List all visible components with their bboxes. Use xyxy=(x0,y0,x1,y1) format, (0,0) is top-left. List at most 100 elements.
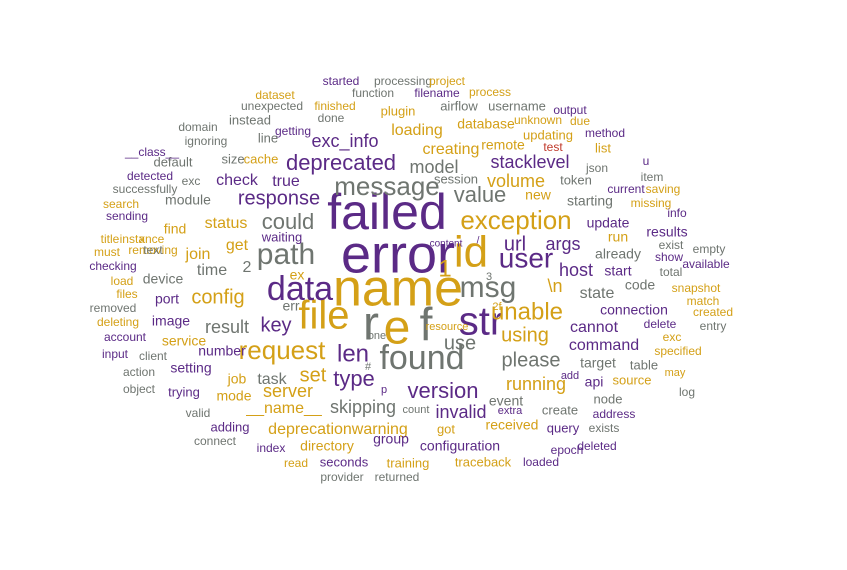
word-cloud-word: check xyxy=(216,172,259,189)
word-cloud-word: database xyxy=(457,116,515,132)
word-cloud-word: processing xyxy=(374,74,432,88)
word-cloud-word: cannot xyxy=(570,319,619,336)
word-cloud-word: loaded xyxy=(523,455,559,469)
word-cloud-word: exception xyxy=(460,205,571,235)
word-cloud-word: unexpected xyxy=(241,99,303,113)
word-cloud-word: request xyxy=(239,335,326,365)
word-cloud-word: path xyxy=(257,238,315,271)
word-cloud-word: unable xyxy=(491,298,563,325)
word-cloud-word: result xyxy=(205,317,249,337)
word-cloud-word: exc xyxy=(182,174,201,188)
word-cloud-word: remote xyxy=(481,137,525,153)
word-cloud-word: found xyxy=(379,339,464,377)
word-cloud-word: sending xyxy=(106,209,148,223)
word-cloud-word: table xyxy=(630,357,658,372)
word-cloud-word: started xyxy=(323,74,360,88)
word-cloud-word: number xyxy=(198,343,246,359)
word-cloud-word: airflow xyxy=(440,98,478,113)
word-cloud-word: name xyxy=(333,260,463,318)
word-cloud-word: account xyxy=(104,330,147,344)
word-cloud-word: info xyxy=(667,206,687,220)
word-cloud-word: dataset xyxy=(255,88,295,102)
word-cloud-word: group xyxy=(373,431,409,447)
word-cloud-word: get xyxy=(226,237,249,254)
word-cloud-word: seconds xyxy=(320,454,369,469)
word-cloud-word: update xyxy=(587,215,630,231)
word-cloud-word: extra xyxy=(498,405,523,417)
word-cloud-word: resource xyxy=(426,321,469,333)
word-cloud-word: len xyxy=(337,340,369,367)
word-cloud-word: training xyxy=(387,455,430,470)
word-cloud-word: config xyxy=(191,286,244,308)
word-cloud-word: setting xyxy=(170,360,211,376)
word-cloud-word: log xyxy=(679,385,695,399)
word-cloud-word: file xyxy=(298,294,349,338)
word-cloud-word: 2f xyxy=(492,301,502,313)
word-cloud-word: add xyxy=(561,370,579,382)
word-cloud-word: response xyxy=(238,187,320,209)
word-cloud-word: method xyxy=(585,126,625,140)
word-cloud-word: key xyxy=(260,314,291,336)
word-cloud-word: __name__ xyxy=(245,400,323,417)
word-cloud-word: saving xyxy=(646,182,681,196)
word-cloud-word: process xyxy=(469,85,511,99)
word-cloud-word: device xyxy=(143,271,184,287)
word-cloud-word: p xyxy=(381,384,387,396)
word-cloud-word: event xyxy=(489,393,523,409)
word-cloud-word: finished xyxy=(314,99,355,113)
word-cloud-word: service xyxy=(162,333,207,349)
word-cloud-word: done xyxy=(318,111,345,125)
word-cloud-word: use xyxy=(444,332,476,354)
word-cloud-word: filename xyxy=(414,86,460,100)
word-cloud-word: please xyxy=(502,349,561,371)
word-cloud-word: could xyxy=(262,209,315,234)
word-cloud-word: created xyxy=(693,305,733,319)
word-cloud-word: getting xyxy=(275,124,311,138)
word-cloud-word: loading xyxy=(391,122,443,139)
word-cloud-word: target xyxy=(580,355,616,371)
word-cloud-word: ex xyxy=(290,267,305,283)
word-cloud-word: f xyxy=(420,298,433,350)
word-cloud-word: function xyxy=(352,86,394,100)
word-cloud-word: plugin xyxy=(381,103,416,118)
word-cloud-word: image xyxy=(152,313,190,329)
word-cloud-word: model xyxy=(409,157,458,177)
word-cloud-word: x xyxy=(139,232,145,246)
word-cloud-word: address xyxy=(593,407,636,421)
word-cloud-word: args xyxy=(545,234,580,254)
word-cloud-word: join xyxy=(185,246,211,263)
word-cloud-word: json xyxy=(585,161,608,175)
word-cloud-word: specified xyxy=(654,344,701,358)
word-cloud-word: content xyxy=(430,239,463,250)
word-cloud-word: instance xyxy=(120,232,165,246)
word-cloud-word: load xyxy=(111,274,134,288)
word-cloud-word: deleting xyxy=(97,315,139,329)
word-cloud-word: results xyxy=(646,224,687,240)
word-cloud-word: start xyxy=(604,263,631,279)
word-cloud-word: trying xyxy=(168,384,200,399)
word-cloud-word: deleted xyxy=(577,439,616,453)
word-cloud-word: 2 xyxy=(243,259,252,276)
word-cloud-word: search xyxy=(103,197,139,211)
word-cloud-word: count xyxy=(403,404,430,416)
word-cloud-word: delete xyxy=(644,317,677,331)
word-cloud-word: input xyxy=(102,347,129,361)
word-cloud-word: u xyxy=(643,154,650,168)
word-cloud-word: missing xyxy=(631,196,672,210)
word-cloud-word: running xyxy=(506,374,566,394)
word-cloud-word: detected xyxy=(127,169,173,183)
word-cloud-word: error xyxy=(341,224,455,284)
word-cloud-word: creating xyxy=(423,141,480,158)
word-cloud-word: 1 xyxy=(438,255,451,282)
word-cloud-word: read xyxy=(284,456,308,470)
word-cloud-word: mode xyxy=(216,388,251,404)
word-cloud-word: got xyxy=(437,421,455,436)
word-cloud-word: starting xyxy=(567,193,613,209)
word-cloud-word: username xyxy=(488,98,546,113)
word-cloud-word: # xyxy=(365,361,372,373)
word-cloud-word: removing xyxy=(128,243,177,257)
word-cloud-word: skipping xyxy=(330,397,396,417)
word-cloud-word: deprecationwarning xyxy=(268,421,408,438)
word-cloud-word: source xyxy=(612,372,651,387)
word-cloud-word: directory xyxy=(300,438,354,454)
